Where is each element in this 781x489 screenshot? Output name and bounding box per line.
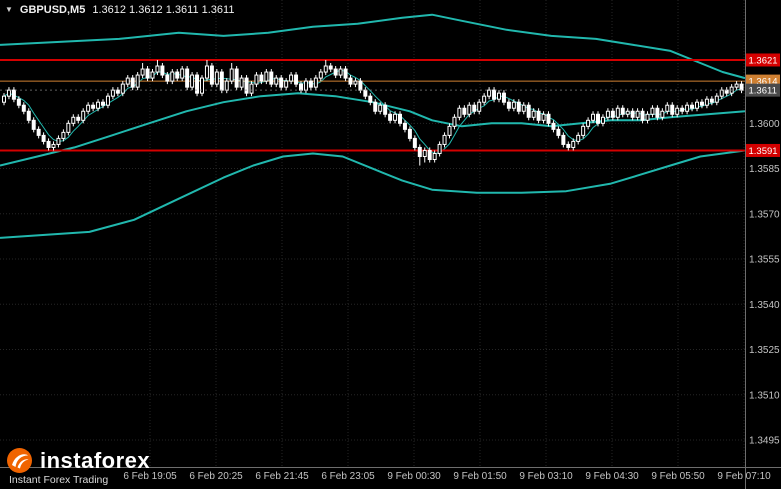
chart-title: ▼ GBPUSD,M5 1.3612 1.3612 1.3611 1.3611 [5,4,234,16]
svg-text:1.3600: 1.3600 [749,119,780,130]
candles-layer [2,59,744,166]
watermark-brand: instaforex [40,447,151,473]
svg-text:1.3591: 1.3591 [749,146,778,157]
svg-text:1.3585: 1.3585 [749,164,780,175]
svg-text:6 Feb 23:05: 6 Feb 23:05 [321,471,375,482]
svg-text:9 Feb 04:30: 9 Feb 04:30 [585,471,639,482]
svg-text:1.3540: 1.3540 [749,300,780,311]
svg-text:9 Feb 00:30: 9 Feb 00:30 [387,471,441,482]
svg-text:1.3614: 1.3614 [749,77,778,88]
price-axis: 1.3600 1.3585 1.3570 1.3555 1.3540 1.3525 1.35… [749,119,780,447]
chart-symbol-label: GBPUSD,M5 [19,4,86,16]
svg-text:9 Feb 07:10: 9 Feb 07:10 [717,471,771,482]
svg-text:1.3495: 1.3495 [749,436,780,447]
watermark: instaforex Instant Forex Trading [6,447,150,487]
svg-text:6 Feb 20:25: 6 Feb 20:25 [189,471,243,482]
svg-text:1.3611: 1.3611 [749,86,777,97]
watermark-tagline: Instant Forex Trading [9,474,109,486]
time-axis: 6 Feb 19:05 6 Feb 20:25 6 Feb 21:45 6 Feb 2… [123,471,771,482]
svg-text:6 Feb 19:05: 6 Feb 19:05 [123,471,177,482]
svg-text:6 Feb 21:45: 6 Feb 21:45 [255,471,309,482]
bollinger-bands-layer [0,13,746,239]
svg-text:1.3570: 1.3570 [749,209,780,220]
svg-text:9 Feb 05:50: 9 Feb 05:50 [651,471,705,482]
svg-text:1.3510: 1.3510 [749,390,780,401]
svg-text:9 Feb 03:10: 9 Feb 03:10 [519,471,573,482]
instaforex-logo-icon [7,448,32,473]
svg-text:9 Feb 01:50: 9 Feb 01:50 [453,471,507,482]
chart-ohlc-values: 1.3612 1.3612 1.3611 1.3611 [92,4,235,16]
svg-text:1.3525: 1.3525 [749,345,780,356]
grid-layer [0,0,745,467]
svg-text:1.3555: 1.3555 [749,255,780,266]
svg-text:1.3621: 1.3621 [749,55,778,66]
chart-dropdown-icon: ▼ [5,5,13,14]
levels-layer [0,58,745,152]
